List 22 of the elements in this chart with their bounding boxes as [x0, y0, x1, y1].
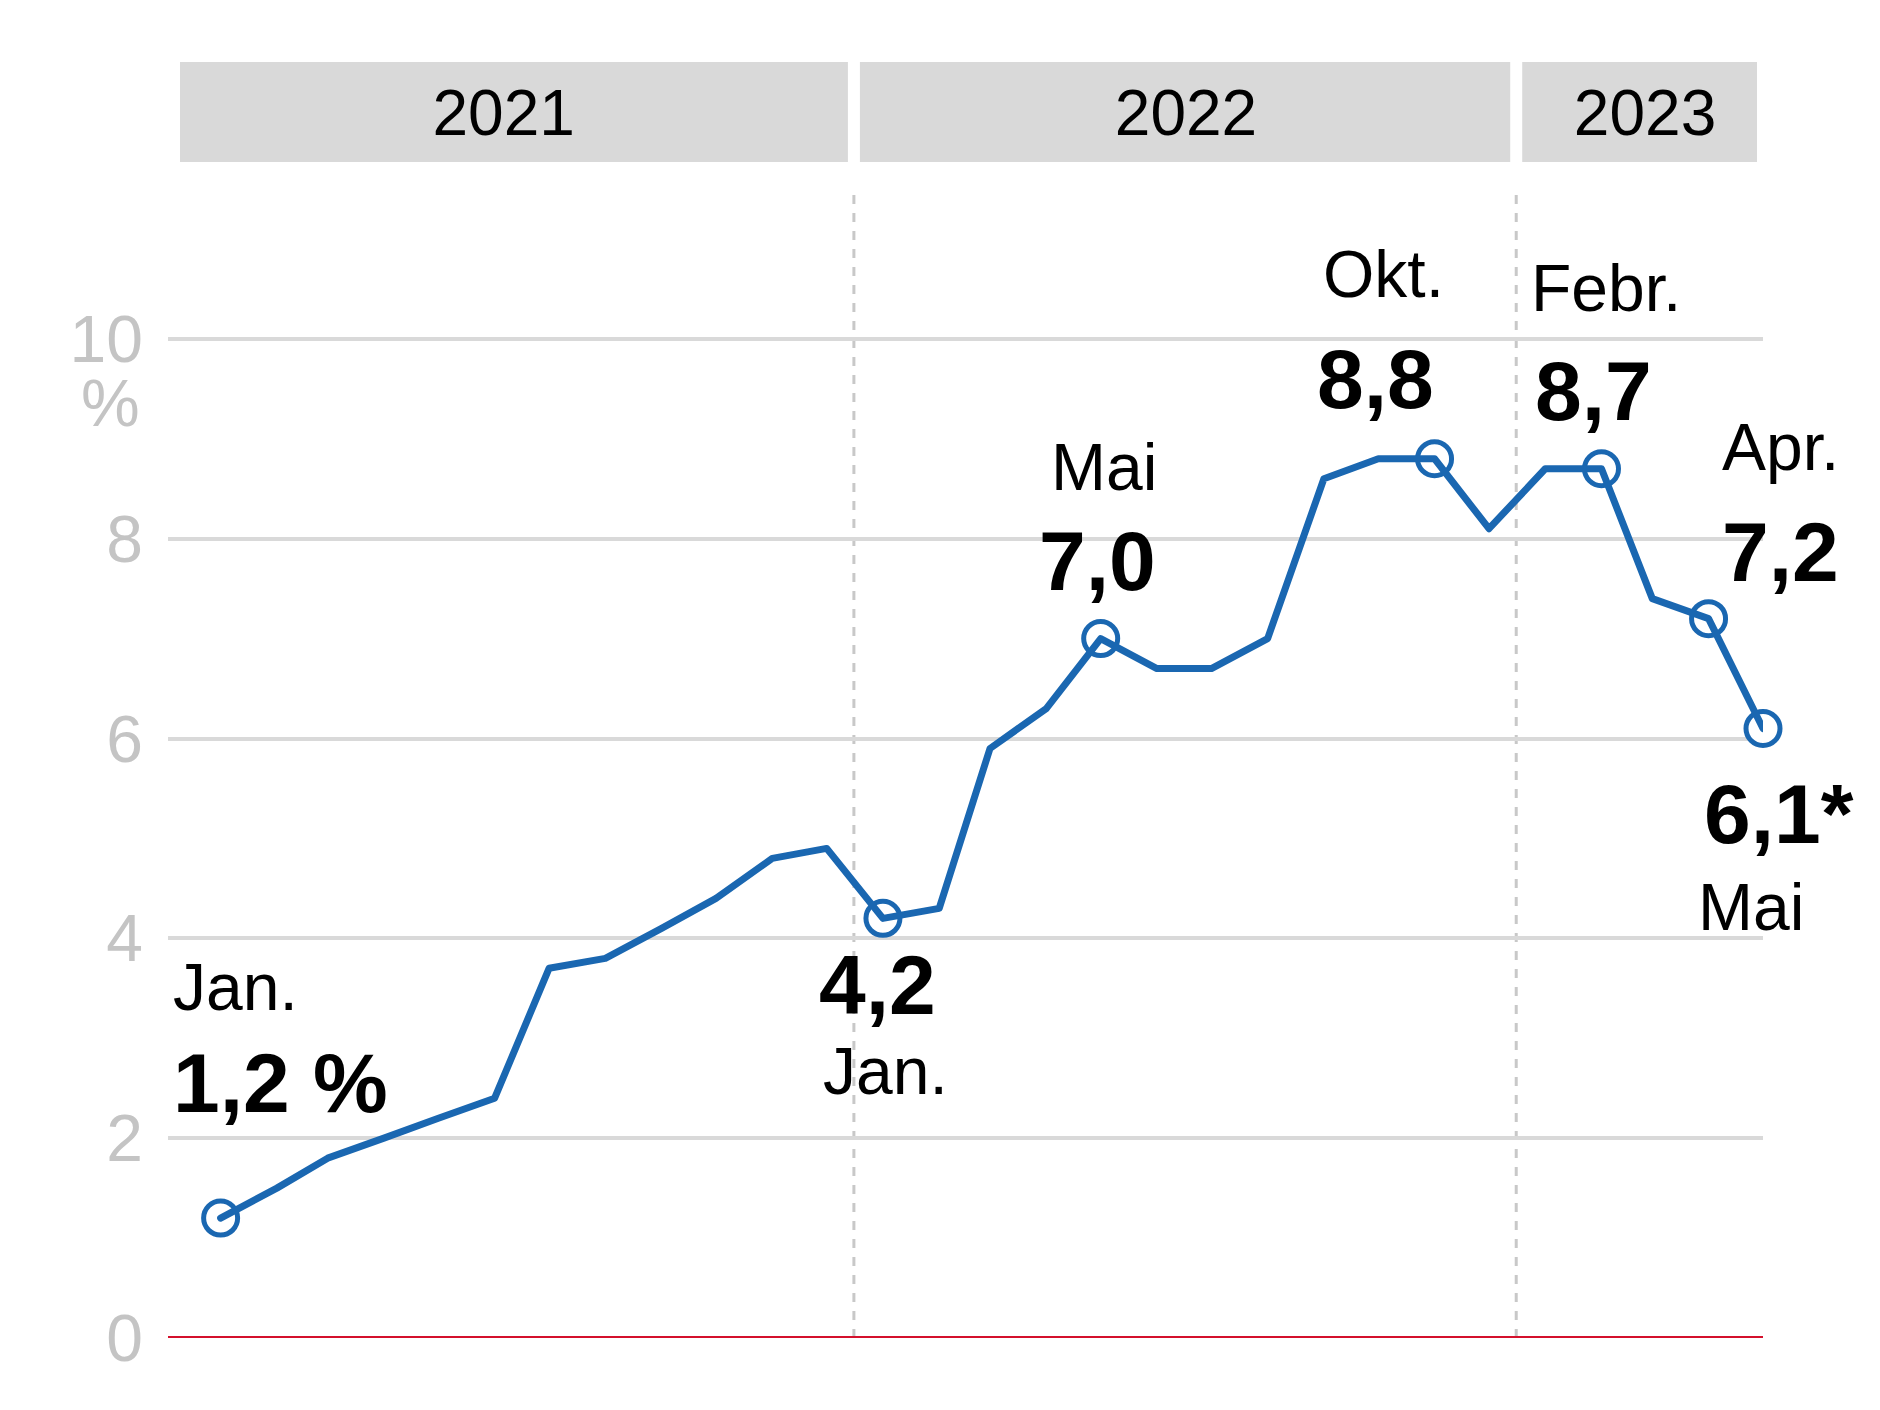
annotation: Jan.	[823, 1034, 948, 1108]
y-tick-label: 4	[106, 901, 143, 976]
annotation: Jan.	[173, 950, 298, 1024]
annotation: 6,1*	[1704, 767, 1854, 861]
annotation: 8,7	[1535, 344, 1652, 438]
annotation: 1,2 %	[173, 1036, 388, 1130]
x-tick-label: 2023	[1573, 77, 1717, 150]
annotation: Mai	[1698, 870, 1805, 944]
x-tick-label: 2021	[432, 77, 575, 150]
y-tick-label: 0	[106, 1301, 143, 1376]
y-tick-label: 8	[106, 501, 143, 576]
annotation: 8,8	[1317, 332, 1434, 426]
y-tick-label: 6	[106, 701, 143, 776]
annotation: Okt.	[1323, 237, 1445, 311]
annotation: 4,2	[819, 938, 936, 1032]
annotation: Febr.	[1531, 251, 1682, 325]
x-tick-label: 2022	[1114, 77, 1258, 150]
y-tick-label: 2	[106, 1101, 143, 1176]
annotation: Mai	[1051, 430, 1158, 504]
annotation: 7,2	[1722, 505, 1839, 599]
annotation: Apr.	[1722, 410, 1840, 484]
annotation: 7,0	[1039, 514, 1156, 608]
